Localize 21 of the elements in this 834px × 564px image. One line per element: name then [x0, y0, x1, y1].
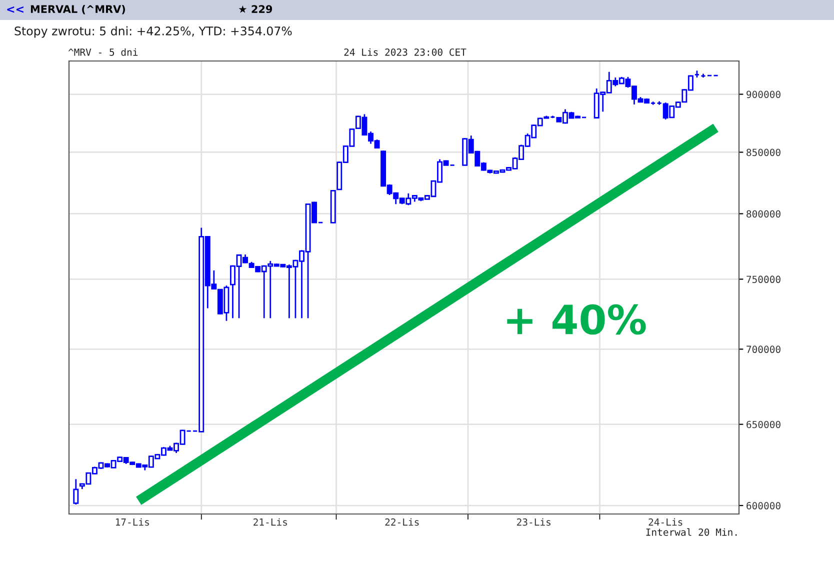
x-tick-label: 22-Lis	[385, 518, 419, 526]
text: 24 Lis 2023 23:00 CET	[344, 48, 466, 56]
y-tick-label: 750000	[746, 276, 780, 284]
y-tick-label: 900000	[746, 90, 780, 98]
y-tick-label: 600000	[746, 502, 780, 510]
x-tick-label: 21-Lis	[254, 518, 287, 526]
text: <<	[7, 6, 24, 13]
x-tick-label: 24-Lis	[648, 518, 682, 526]
x-tick-label: 23-Lis	[517, 518, 550, 526]
annotation: + 40%	[507, 304, 646, 335]
text: ^MRV - 5 dni	[68, 48, 138, 56]
chart-subtitle: Stopy zwrotu: 5 dni: +42.25%, YTD: +354.07%	[14, 26, 292, 38]
chart-title: MERVAL (^MRV)	[30, 4, 125, 14]
y-tick-label: 650000	[746, 420, 780, 428]
text: ★ 229	[238, 5, 272, 14]
text: Interwal 20 Min.	[646, 528, 737, 536]
y-tick-label: 850000	[746, 148, 780, 156]
x-tick-label: 17-Lis	[116, 518, 149, 526]
candlestick	[73, 478, 79, 506]
y-tick-label: 700000	[746, 346, 780, 354]
y-tick-label: 800000	[746, 210, 780, 218]
